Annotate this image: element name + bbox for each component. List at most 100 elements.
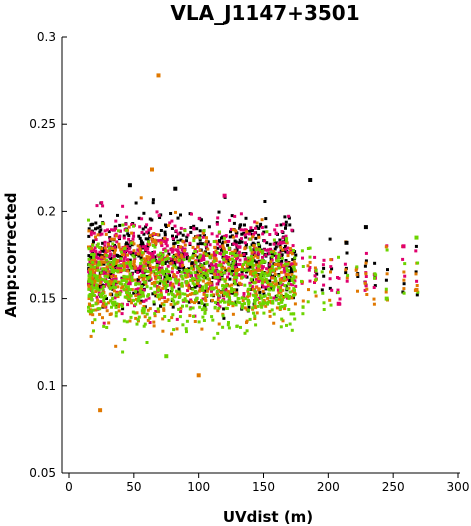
- data-point: [356, 289, 359, 293]
- data-point: [284, 239, 288, 243]
- data-point: [236, 268, 239, 272]
- data-point: [236, 283, 240, 287]
- data-point: [160, 271, 164, 274]
- data-point: [328, 298, 332, 302]
- data-point: [114, 219, 118, 223]
- data-point: [174, 253, 178, 257]
- data-point: [175, 281, 179, 285]
- data-point: [237, 268, 241, 271]
- data-point: [384, 290, 388, 294]
- data-point: [161, 272, 165, 276]
- data-point: [119, 259, 123, 262]
- data-point: [218, 275, 222, 279]
- data-point: [179, 245, 183, 249]
- data-point: [260, 296, 264, 300]
- data-point: [90, 253, 94, 256]
- data-point: [142, 309, 146, 313]
- data-point: [272, 296, 276, 300]
- data-point: [137, 216, 141, 220]
- data-point: [209, 281, 213, 285]
- data-point: [290, 277, 294, 281]
- data-point: [177, 245, 181, 249]
- data-point: [139, 249, 143, 253]
- data-point: [191, 245, 195, 249]
- y-tick-label: 0.2: [37, 204, 56, 218]
- data-point: [142, 294, 145, 298]
- data-point: [98, 274, 102, 278]
- data-point: [172, 328, 176, 332]
- data-point: [212, 256, 216, 260]
- data-point: [201, 231, 205, 235]
- data-point: [145, 230, 149, 234]
- data-point: [246, 289, 250, 293]
- data-point: [273, 228, 277, 232]
- data-point: [91, 321, 94, 325]
- data-point: [235, 300, 239, 304]
- data-point: [170, 261, 174, 265]
- data-point: [197, 217, 201, 221]
- data-point: [104, 232, 108, 236]
- data-point: [281, 288, 285, 292]
- data-point: [266, 302, 270, 306]
- data-point: [266, 274, 270, 277]
- data-point: [132, 259, 136, 263]
- data-point: [171, 293, 174, 297]
- data-point: [175, 327, 179, 331]
- data-point: [87, 218, 90, 222]
- data-point: [189, 266, 193, 270]
- data-point: [172, 299, 176, 303]
- data-point: [251, 258, 255, 262]
- data-point: [169, 281, 173, 285]
- data-point: [91, 304, 95, 308]
- data-point: [372, 297, 376, 301]
- data-point: [235, 253, 239, 257]
- data-point: [245, 231, 249, 235]
- data-point: [154, 277, 158, 281]
- outlier-point: [98, 408, 103, 413]
- data-point: [234, 265, 238, 269]
- data-point: [275, 256, 278, 260]
- data-point: [138, 301, 142, 305]
- data-point: [168, 274, 171, 278]
- data-point: [224, 260, 228, 264]
- data-point: [321, 263, 325, 267]
- data-point: [213, 245, 217, 249]
- data-point: [148, 234, 152, 237]
- data-point: [191, 279, 195, 283]
- data-point: [170, 297, 174, 301]
- data-point: [139, 262, 143, 265]
- data-point: [217, 294, 221, 298]
- data-point: [120, 312, 124, 316]
- data-point: [284, 220, 288, 224]
- data-point: [414, 249, 418, 253]
- data-point: [192, 314, 195, 318]
- data-point: [285, 287, 289, 291]
- data-point: [89, 293, 93, 297]
- data-point: [269, 296, 273, 300]
- data-point: [218, 239, 221, 243]
- outlier-point: [150, 167, 154, 172]
- data-point: [157, 310, 161, 314]
- data-point: [152, 300, 156, 304]
- data-point: [131, 310, 135, 314]
- data-point: [88, 310, 92, 313]
- data-point: [131, 231, 135, 235]
- data-point: [253, 250, 257, 254]
- data-point: [228, 299, 232, 303]
- data-point: [126, 285, 130, 289]
- data-point: [122, 265, 126, 269]
- data-point: [235, 257, 238, 261]
- data-point: [111, 274, 115, 277]
- data-point: [96, 301, 100, 305]
- data-point: [198, 236, 202, 240]
- data-point: [181, 277, 185, 281]
- chart-title: VLA_J1147+3501: [170, 1, 359, 25]
- data-point: [89, 273, 93, 276]
- data-point: [98, 293, 102, 296]
- data-point: [146, 308, 150, 312]
- data-point: [142, 299, 146, 303]
- data-point: [248, 317, 252, 321]
- data-point: [187, 300, 191, 304]
- data-point: [103, 253, 107, 257]
- data-point: [185, 255, 189, 258]
